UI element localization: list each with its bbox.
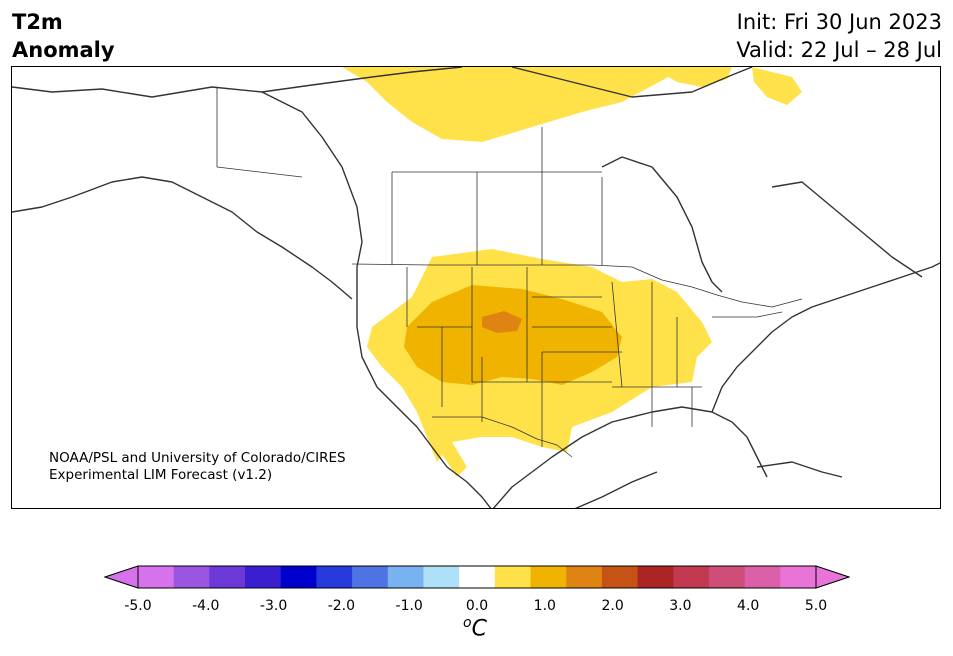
colorbar-segment xyxy=(708,566,746,588)
coastline-mexico-south xyxy=(574,471,658,508)
colorbar-segment xyxy=(352,566,389,588)
colorbar-segment xyxy=(387,566,424,588)
anomaly-region-conus-medium xyxy=(404,285,622,385)
coastline-arctic xyxy=(261,67,753,98)
data-credit: NOAA/PSL and University of Colorado/CIRE… xyxy=(49,450,346,484)
anomaly-fill-layer xyxy=(342,67,802,477)
credit-line-1: NOAA/PSL and University of Colorado/CIRE… xyxy=(49,450,346,466)
border-canada-provinces xyxy=(216,87,603,265)
coastline-cuba xyxy=(756,461,843,478)
border-us-mexico xyxy=(432,416,573,458)
colorbar-extend-low xyxy=(104,565,139,589)
colorbar-segment xyxy=(173,566,210,588)
colorbar-tick-label: 5.0 xyxy=(804,598,828,614)
coastline-west xyxy=(12,86,492,508)
colorbar-tick-label: 2.0 xyxy=(601,598,624,614)
colorbar-tick-label: 3.0 xyxy=(669,598,692,614)
colorbar-segment xyxy=(744,566,781,588)
title-variable: T2m xyxy=(12,10,63,34)
anomaly-region-greenland xyxy=(652,67,732,87)
credit-line-2: Experimental LIM Forecast (v1.2) xyxy=(49,467,273,483)
colorbar-segment xyxy=(530,566,567,588)
unit-degree: o xyxy=(463,615,472,631)
colorbar-tick-label: -2.0 xyxy=(327,598,356,614)
coastline-alaska xyxy=(12,176,353,300)
forecast-dates: Init: Fri 30 Jun 2023 Valid: 22 Jul – 28… xyxy=(736,8,942,64)
title-type: Anomaly xyxy=(12,38,115,62)
colorbar-segment xyxy=(280,566,317,588)
colorbar-segment xyxy=(780,566,817,588)
colorbar-segment xyxy=(494,566,532,588)
colorbar-segment xyxy=(637,566,674,588)
colorbar-extend-high xyxy=(815,565,850,589)
border-us-canada xyxy=(351,263,803,308)
colorbar-tick-label: 1.0 xyxy=(533,598,556,614)
colorbar-tick-label: -1.0 xyxy=(395,598,423,614)
colorbar xyxy=(104,565,850,589)
anomaly-region-baffin xyxy=(752,67,802,105)
coastline-gulf xyxy=(492,406,768,508)
coastline-hudson-bay xyxy=(601,156,723,293)
coastline-east xyxy=(711,262,940,413)
colorbar-segment xyxy=(459,566,496,588)
border-us-states xyxy=(406,267,783,447)
colorbar-segment xyxy=(316,566,353,588)
unit-letter: C xyxy=(471,616,487,642)
map-canvas xyxy=(12,67,940,508)
colorbar-segment xyxy=(138,566,175,588)
colorbar-segment xyxy=(601,566,639,588)
colorbar-tick-label: -3.0 xyxy=(259,598,288,614)
colorbar-tick-label: -4.0 xyxy=(192,598,220,614)
colorbar-tick-label: -5.0 xyxy=(124,598,152,614)
colorbar-segment xyxy=(209,566,246,588)
anomaly-region-conus-strong xyxy=(482,311,522,333)
anomaly-region-arctic xyxy=(342,67,672,142)
colorbar-unit: oC xyxy=(463,615,487,641)
colorbar-segment xyxy=(245,566,282,588)
colorbar-segment xyxy=(423,566,460,588)
init-date: Init: Fri 30 Jun 2023 xyxy=(736,10,942,34)
boundaries-layer xyxy=(12,67,940,508)
colorbar-segment xyxy=(566,566,603,588)
anomaly-map xyxy=(11,66,941,509)
coastline-labrador xyxy=(771,181,923,278)
colorbar-segment xyxy=(673,566,710,588)
colorbar-outline xyxy=(137,565,817,589)
valid-period: Valid: 22 Jul – 28 Jul xyxy=(736,38,942,62)
colorbar-tick-label: 4.0 xyxy=(737,598,760,614)
map-title: T2m Anomaly xyxy=(12,8,115,64)
colorbar-tick-label: 0.0 xyxy=(465,598,489,614)
